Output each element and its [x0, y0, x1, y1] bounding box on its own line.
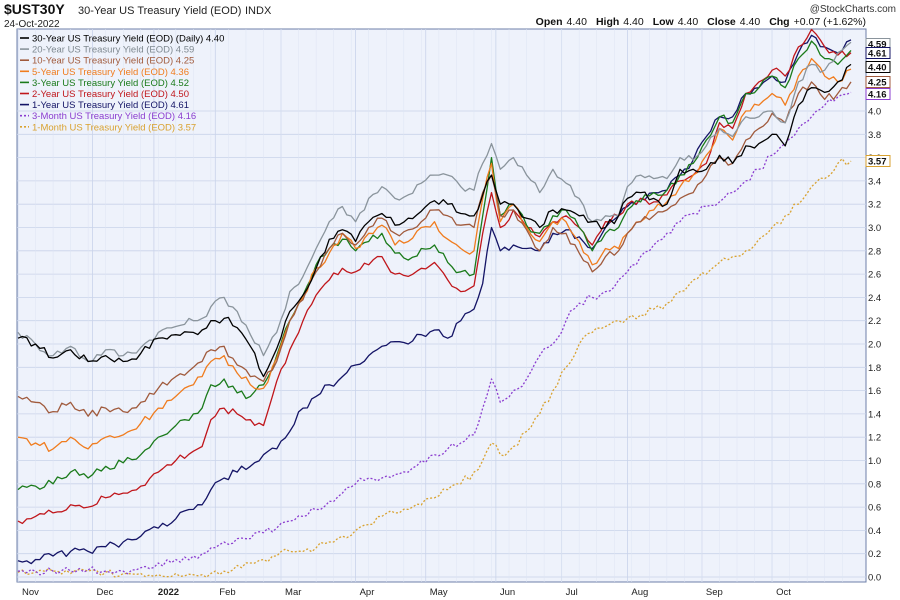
legend-item: 3-Year US Treasury Yield (EOD) 4.52 [32, 78, 189, 89]
chart-series-name: 30-Year US Treasury Yield (EOD) [78, 5, 241, 17]
series-line-0 [17, 63, 852, 378]
chart-symbol: $UST30Y [4, 1, 65, 17]
y-tick-label: 2.6 [868, 270, 881, 281]
last-value-label: 4.40 [868, 63, 887, 74]
last-value-box [865, 61, 891, 73]
watermark: @StockCharts.com [810, 4, 896, 15]
series-line-4 [17, 40, 852, 491]
x-tick-label: May [430, 587, 448, 598]
y-tick-label: 4.0 [868, 107, 881, 118]
y-tick-label: 0.2 [868, 549, 881, 560]
legend-item: 2-Year US Treasury Yield (EOD) 4.50 [32, 89, 189, 100]
x-axis: Nov Dec 2022 Feb Mar Apr May Jun Jul Aug Sep Oct [22, 587, 791, 598]
last-value-label: 3.57 [868, 157, 887, 168]
legend-item: 10-Year US Treasury Yield (EOD) 4.25 [32, 56, 194, 67]
last-value-label: 4.16 [868, 90, 887, 101]
series-line-1 [17, 41, 852, 363]
y-tick-label: 1.8 [868, 363, 881, 374]
series-line-8 [17, 158, 852, 578]
ohlc-label: Close [707, 16, 736, 28]
legend-item: 1-Month US Treasury Yield (EOD) 3.57 [32, 122, 196, 133]
chart-date: 24-Oct-2022 [4, 19, 60, 30]
ohlc-value: 4.40 [678, 16, 699, 28]
x-tick-label: Nov [22, 587, 39, 598]
y-tick-label: 2.0 [868, 340, 881, 351]
x-tick-label: 2022 [158, 587, 179, 598]
y-tick-label: 0.8 [868, 479, 881, 490]
last-value-label: 4.25 [868, 78, 887, 89]
x-tick-label: Jul [566, 587, 578, 598]
x-tick-label: Dec [97, 587, 114, 598]
y-tick-label: 1.4 [868, 409, 881, 420]
legend-item: 3-Month US Treasury Yield (EOD) 4.16 [32, 111, 196, 122]
last-value-box [865, 155, 891, 167]
ohlc-value: 4.40 [567, 16, 588, 28]
y-tick-label: 1.6 [868, 386, 881, 397]
y-tick-label: 3.0 [868, 223, 881, 234]
ohlc-value: 4.40 [740, 16, 761, 28]
last-value-box [865, 47, 891, 59]
legend-item: 5-Year US Treasury Yield (EOD) 4.36 [32, 67, 189, 78]
ohlc-label: Low [653, 16, 675, 28]
x-tick-label: Apr [360, 587, 375, 598]
y-tick-label: 1.0 [868, 456, 881, 467]
series-line-2 [17, 81, 852, 417]
series-line-6 [17, 34, 852, 565]
y-tick-label: 2.2 [868, 316, 881, 327]
y-tick-label: 0.0 [868, 573, 881, 584]
legend-item: 30-Year US Treasury Yield (EOD) (Daily) … [32, 34, 224, 45]
legend-item: 20-Year US Treasury Yield (EOD) 4.59 [32, 45, 194, 56]
series-line-3 [17, 57, 852, 452]
y-tick-label: 1.2 [868, 433, 881, 444]
grid [17, 29, 866, 582]
x-tick-label: Aug [631, 587, 648, 598]
ohlc-value: +0.07 (+1.62%) [794, 16, 866, 28]
series-line-7 [17, 91, 852, 576]
y-tick-label: 0.6 [868, 503, 881, 514]
last-value-label: 4.59 [868, 40, 887, 51]
x-tick-label: Oct [776, 587, 791, 598]
ohlc-value: 4.40 [623, 16, 644, 28]
last-value-box [865, 88, 891, 100]
y-tick-label: 3.2 [868, 200, 881, 211]
x-tick-label: Jun [500, 587, 515, 598]
legend-item: 1-Year US Treasury Yield (EOD) 4.61 [32, 100, 189, 111]
y-axis: 0.0 0.2 0.4 0.6 0.8 1.0 1.2 1.4 1.6 1.8 2.0 2.2 2.4 2… [868, 107, 881, 584]
ohlc-readout: +0.07 (+1.62%)Chg4.40Close4.40Low4.40Hig… [536, 16, 866, 28]
ohlc-label: High [596, 16, 619, 28]
y-tick-label: 2.8 [868, 246, 881, 257]
y-tick-label: 2.4 [868, 293, 881, 304]
y-tick-label: 0.4 [868, 526, 881, 537]
last-value-label: 4.61 [868, 49, 887, 60]
chart-exchange: INDX [245, 5, 272, 17]
ohlc-label: Open [536, 16, 563, 28]
series-lines [17, 28, 852, 578]
y-tick-label: 3.8 [868, 130, 881, 141]
legend: 30-Year US Treasury Yield (EOD) (Daily) … [20, 34, 224, 133]
x-tick-label: Mar [285, 587, 301, 598]
y-tick-label: 3.4 [868, 176, 881, 187]
last-value-labels: 4.594.61 4.40 4.254.16 3.57 [865, 38, 891, 168]
ohlc-label: Chg [769, 16, 789, 28]
x-tick-label: Feb [219, 587, 235, 598]
x-tick-label: Sep [706, 587, 723, 598]
last-value-box [865, 76, 891, 88]
